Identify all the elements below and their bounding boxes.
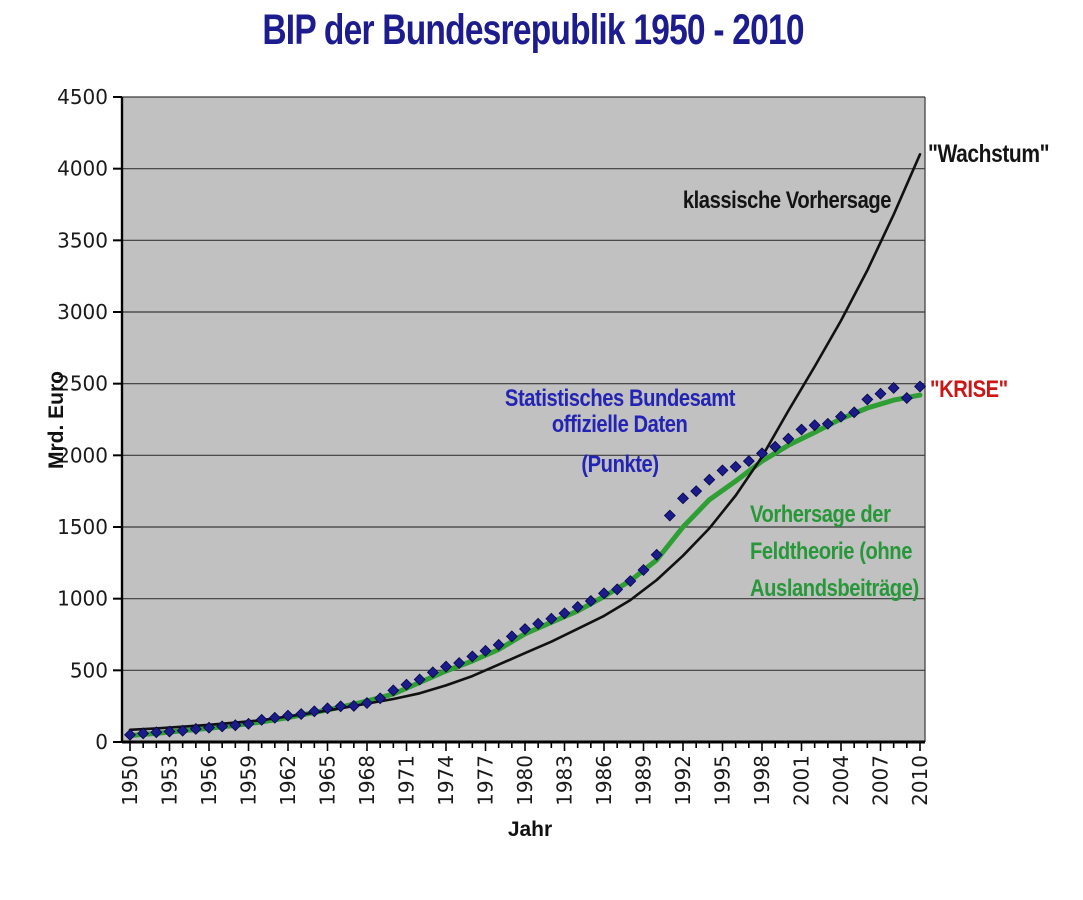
y-axis-title: Mrd. Euro [45,371,68,469]
annotation-statistisches-bundesamt: Statistisches Bundesamt offizielle Daten… [470,385,770,478]
annotation-bundesamt-line2: offizielle Daten [552,411,688,439]
annotation-feldtheorie-line3: Auslandsbeiträge) [750,575,919,602]
svg-text:1950: 1950 [118,755,142,806]
svg-text:2004: 2004 [829,755,853,806]
svg-text:1974: 1974 [434,755,458,806]
annotation-bundesamt-line1: Statistisches Bundesamt [504,385,736,412]
svg-text:2500: 2500 [57,372,108,396]
svg-text:1986: 1986 [592,755,616,806]
annotation-feldtheorie: Vorhersage der Feldtheorie (ohne Ausland… [750,496,951,607]
svg-text:2000: 2000 [57,443,108,467]
gridlines [122,96,925,671]
svg-text:1500: 1500 [57,515,108,539]
svg-text:1953: 1953 [158,755,182,806]
svg-text:3000: 3000 [57,300,108,324]
svg-text:3500: 3500 [57,228,108,252]
svg-text:1000: 1000 [57,587,108,611]
svg-text:1983: 1983 [553,755,577,806]
annotation-feldtheorie-line1: Vorhersage der [750,501,891,528]
annotation-feldtheorie-line2: Feldtheorie (ohne [750,538,912,565]
x-axis-title: Jahr [507,818,553,841]
annotation-krise: "KRISE" [930,376,1008,403]
svg-text:1959: 1959 [237,755,261,806]
svg-text:2007: 2007 [869,755,893,806]
annotation-bundesamt-line3: (Punkte) [581,450,659,478]
chart-title-text: BIP der Bundesrepublik 1950 - 2010 [262,6,804,54]
x-axis-ticks: 1950 1953 1956 1959 1962 1965 1968 1971 1974 1977… [118,742,932,806]
svg-text:2010: 2010 [908,755,932,806]
chart-title: BIP der Bundesrepublik 1950 - 2010 [0,6,1066,55]
svg-text:2001: 2001 [790,755,814,806]
svg-text:1956: 1956 [197,755,221,806]
svg-text:1971: 1971 [395,755,419,806]
svg-text:1965: 1965 [316,755,340,806]
svg-text:4000: 4000 [57,157,108,181]
svg-text:1995: 1995 [711,755,735,806]
svg-text:1977: 1977 [474,755,498,806]
svg-text:0: 0 [95,730,108,754]
svg-text:4500: 4500 [57,85,108,109]
series-points-bundesamt-daten [124,380,926,741]
svg-text:1992: 1992 [671,755,695,806]
annotation-wachstum: "Wachstum" [928,140,1050,168]
svg-text:1968: 1968 [355,755,379,806]
svg-text:1989: 1989 [632,755,656,806]
svg-text:1998: 1998 [750,755,774,806]
y-axis-ticks: 0 500 1000 1500 2000 2500 3000 3500 4000 4500 [57,85,122,754]
svg-text:500: 500 [70,658,108,682]
svg-text:1962: 1962 [276,755,300,806]
annotation-klassische-vorhersage: klassische Vorhersage [682,187,892,214]
svg-text:1980: 1980 [513,755,537,806]
